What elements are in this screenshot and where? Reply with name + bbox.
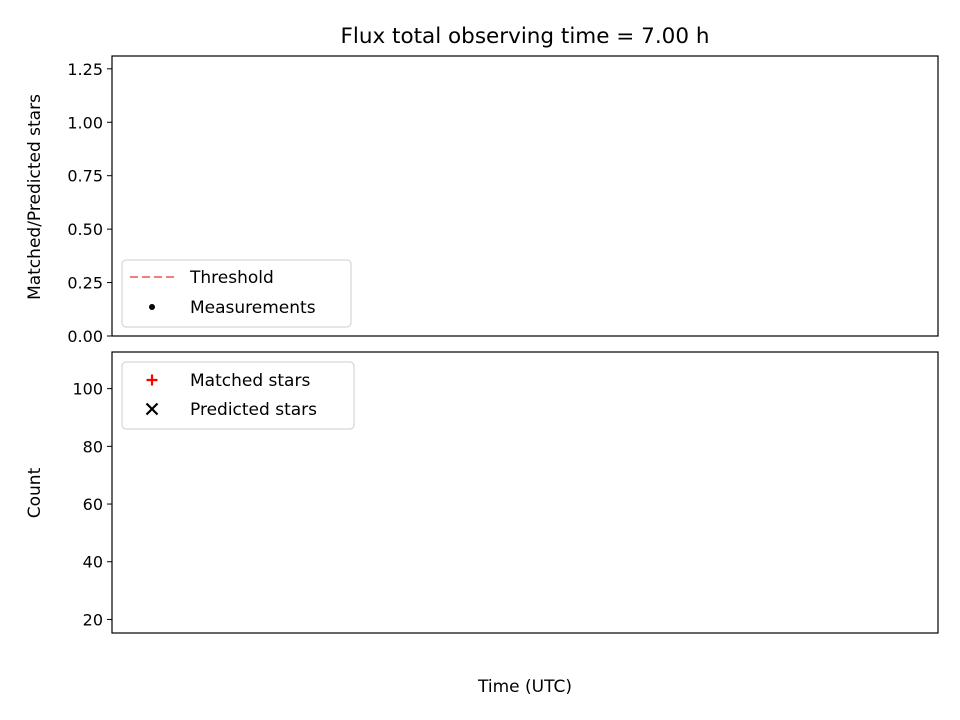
bottom-legend: Matched stars Predicted stars [121, 361, 355, 430]
bottom-y-tick-label: 60 [83, 495, 103, 514]
top-legend-box [121, 259, 352, 328]
bottom-axes-frame [111, 351, 939, 634]
top-y-tick-label: 0.25 [67, 274, 103, 293]
legend-predicted-swatch [145, 402, 159, 416]
bottom-y-tick-label: 100 [72, 380, 103, 399]
legend-threshold-label: Threshold [189, 268, 274, 288]
top-y-tick-label: 1.00 [67, 113, 103, 132]
bottom-panel: 2040608010018:0019:0020:0021:0022:0023:0… [72, 351, 939, 634]
bottom-y-tick-label: 40 [83, 553, 103, 572]
legend-measurements-label: Measurements [190, 298, 316, 318]
legend-predicted-label: Predicted stars [190, 400, 317, 420]
legend-matched-swatch [146, 374, 158, 386]
legend-matched-label: Matched stars [190, 371, 310, 391]
top-legend: Threshold Measurements [121, 259, 352, 328]
x-axis-label: Time (UTC) [477, 677, 572, 697]
bottom-y-axis-label: Count [25, 467, 45, 518]
top-panel: 0.00 0.25 0.50 0.75 1.00 1.25 Threshold Measure… [67, 55, 939, 346]
bottom-y-tick-label: 80 [83, 437, 103, 456]
legend-measurements-swatch [149, 304, 155, 310]
top-y-tick-label: 0.50 [67, 220, 103, 239]
top-y-tick-label: 0.00 [67, 327, 103, 346]
chart-title: Flux total observing time = 7.00 h [341, 24, 710, 49]
top-axes-frame [111, 55, 939, 337]
bottom-legend-box [121, 361, 355, 430]
top-y-tick-label: 1.25 [67, 60, 103, 79]
top-y-axis-label: Matched/Predicted stars [25, 94, 45, 300]
bottom-y-tick-label: 20 [83, 610, 103, 629]
top-y-tick-label: 0.75 [67, 167, 103, 186]
